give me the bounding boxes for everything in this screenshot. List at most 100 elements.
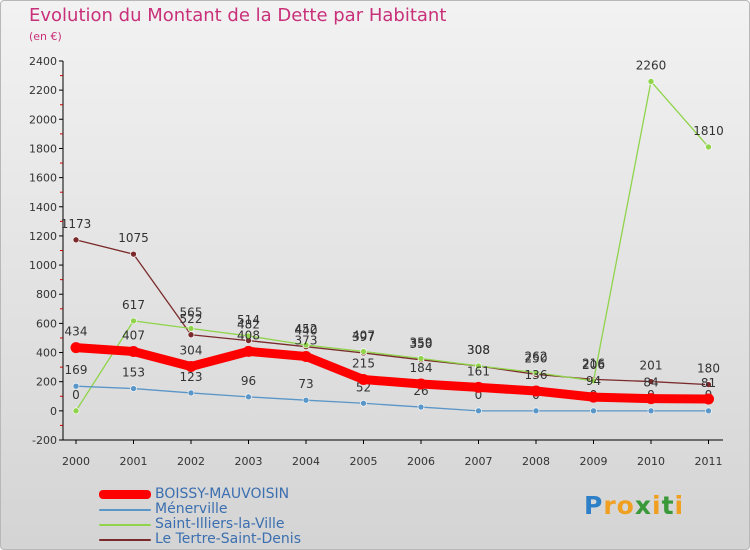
data-label: 84	[643, 376, 658, 390]
data-point	[243, 345, 254, 357]
data-label: 201	[640, 359, 663, 373]
data-label: 153	[122, 366, 145, 380]
x-tick-label: 2005	[350, 455, 378, 468]
logo-letter: t	[661, 491, 675, 520]
legend-item: BOISSY-MAUVOISIN	[99, 487, 301, 502]
data-point	[72, 236, 80, 244]
data-label: 123	[180, 370, 203, 384]
data-point	[300, 350, 312, 362]
data-label: 359	[410, 336, 433, 350]
data-label: 73	[298, 377, 313, 391]
legend-swatch	[99, 490, 151, 499]
data-label: 434	[65, 325, 88, 339]
logo-letter: i	[652, 491, 662, 520]
x-tick-label: 2004	[292, 455, 320, 468]
data-label: 216	[582, 356, 605, 370]
legend-swatch	[99, 523, 151, 526]
data-point	[705, 381, 712, 388]
data-label: 397	[352, 330, 375, 344]
series-line	[71, 343, 713, 404]
data-point	[588, 391, 599, 403]
legend-item: Saint-Illiers-la-Ville	[99, 517, 301, 532]
y-tick-label: 800	[36, 288, 57, 301]
data-label: 1810	[693, 124, 724, 138]
data-point	[532, 407, 540, 415]
data-label: 1075	[118, 231, 149, 245]
logo-letter: P	[584, 491, 604, 520]
data-label: 565	[180, 305, 203, 319]
chart-subtitle: (en €)	[29, 30, 62, 43]
y-tick-label: -200	[32, 434, 57, 447]
data-label: 2260	[636, 58, 667, 72]
x-tick-label: 2011	[695, 455, 723, 468]
data-label: 407	[352, 329, 375, 343]
data-point	[647, 78, 655, 85]
logo-letter: i	[674, 491, 685, 520]
logo-letter: o	[616, 491, 635, 520]
series-line	[75, 80, 710, 412]
x-tick-label: 2007	[465, 455, 493, 468]
data-point	[187, 331, 195, 339]
data-point	[647, 378, 655, 385]
data-point	[302, 341, 310, 349]
data-label: 81	[701, 376, 716, 390]
y-tick-label: 1400	[29, 201, 57, 214]
x-tick-label: 2008	[522, 455, 550, 468]
y-tick-label: 600	[36, 317, 57, 330]
data-point	[417, 355, 425, 362]
x-tick-label: 2010	[637, 455, 665, 468]
data-point	[703, 393, 714, 405]
y-tick-label: 200	[36, 376, 57, 389]
data-point	[72, 407, 80, 415]
data-label: 136	[525, 368, 548, 382]
data-point	[415, 378, 427, 390]
logo-letter: x	[634, 491, 652, 520]
data-point	[475, 362, 482, 370]
data-point	[360, 348, 367, 355]
data-point	[590, 377, 597, 385]
legend-label: BOISSY-MAUVOISIN	[155, 486, 290, 502]
x-tick-label: 2002	[177, 455, 205, 468]
data-label: 482	[237, 318, 260, 332]
data-point	[530, 385, 542, 397]
data-label: 94	[586, 374, 601, 388]
data-point	[360, 399, 367, 407]
data-label: 0	[475, 388, 483, 402]
data-point	[128, 346, 139, 358]
data-label: 180	[697, 362, 720, 376]
data-point	[532, 369, 540, 376]
data-label: 408	[237, 328, 260, 342]
data-point	[187, 325, 195, 332]
data-point	[130, 250, 137, 258]
data-label: 373	[295, 333, 318, 347]
x-tick-label: 2000	[62, 455, 90, 468]
y-tick-label: 1200	[29, 230, 57, 243]
data-point	[245, 393, 252, 401]
proxiti-logo: Proxiti	[584, 491, 684, 520]
data-point	[647, 407, 655, 415]
y-tick-label: 1600	[29, 172, 57, 185]
data-point	[72, 382, 80, 390]
data-label: 96	[241, 374, 256, 388]
series-line	[75, 385, 710, 412]
x-tick-label: 2001	[120, 455, 148, 468]
data-label: 308	[467, 343, 490, 357]
data-point	[417, 403, 425, 411]
y-tick-label: 2400	[29, 55, 57, 68]
data-label: 215	[352, 357, 375, 371]
data-label: 169	[65, 363, 88, 377]
chart-title: Evolution du Montant de la Dette par Hab…	[29, 5, 447, 26]
data-label: 514	[237, 313, 260, 327]
data-point	[705, 407, 712, 415]
data-point	[475, 407, 482, 415]
data-point	[302, 396, 310, 404]
data-label: 1173	[61, 217, 92, 231]
data-point	[705, 143, 712, 151]
data-label: 304	[180, 344, 203, 358]
logo-letter: r	[603, 491, 617, 520]
data-point	[70, 342, 82, 354]
data-label: 522	[180, 312, 203, 326]
data-point	[185, 361, 197, 373]
